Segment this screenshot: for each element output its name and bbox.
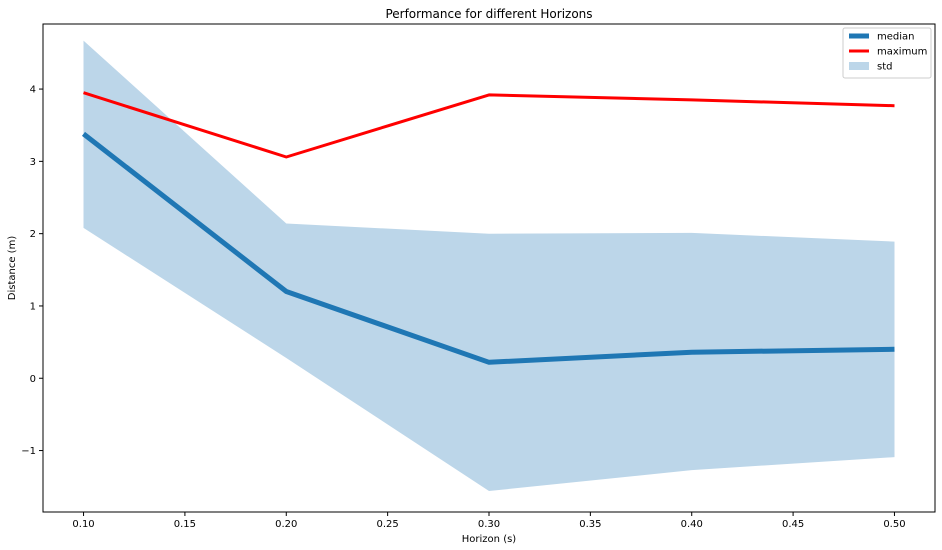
- y-tick-label: −1: [21, 446, 36, 457]
- x-tick-label: 0.25: [377, 519, 399, 530]
- y-axis-label: Distance (m): [7, 236, 18, 301]
- chart-title: Performance for different Horizons: [385, 7, 592, 21]
- x-tick-label: 0.10: [72, 519, 94, 530]
- x-tick-label: 0.45: [782, 519, 804, 530]
- legend-label-maximum: maximum: [877, 47, 927, 58]
- y-tick-label: 0: [30, 374, 36, 385]
- y-tick-label: 1: [30, 301, 36, 312]
- series-maximum-line: [83, 91, 895, 159]
- x-tick-label: 0.35: [579, 519, 601, 530]
- series-median-line: [81, 131, 895, 365]
- x-axis-label: Horizon (s): [462, 534, 517, 545]
- y-tick-label: 2: [30, 229, 36, 240]
- x-tick-label: 0.15: [174, 519, 196, 530]
- y-tick-label: 4: [30, 85, 36, 96]
- x-tick-label: 0.40: [681, 519, 703, 530]
- series-std-band: [83, 40, 895, 491]
- x-axis: 0.10 0.15 0.20 0.25 0.30 0.35 0.40 0.45 0.50: [72, 512, 906, 530]
- x-tick-label: 0.30: [478, 519, 500, 530]
- legend: median maximum std: [842, 27, 932, 79]
- x-tick-label: 0.20: [275, 519, 297, 530]
- legend-swatch-std: [849, 62, 869, 70]
- legend-label-median: median: [877, 32, 915, 43]
- x-tick-label: 0.50: [883, 519, 905, 530]
- legend-label-std: std: [877, 62, 892, 73]
- y-tick-label: 3: [30, 157, 36, 168]
- y-axis: −1 0 1 2 3 4: [21, 85, 43, 457]
- plot-area: [81, 40, 895, 491]
